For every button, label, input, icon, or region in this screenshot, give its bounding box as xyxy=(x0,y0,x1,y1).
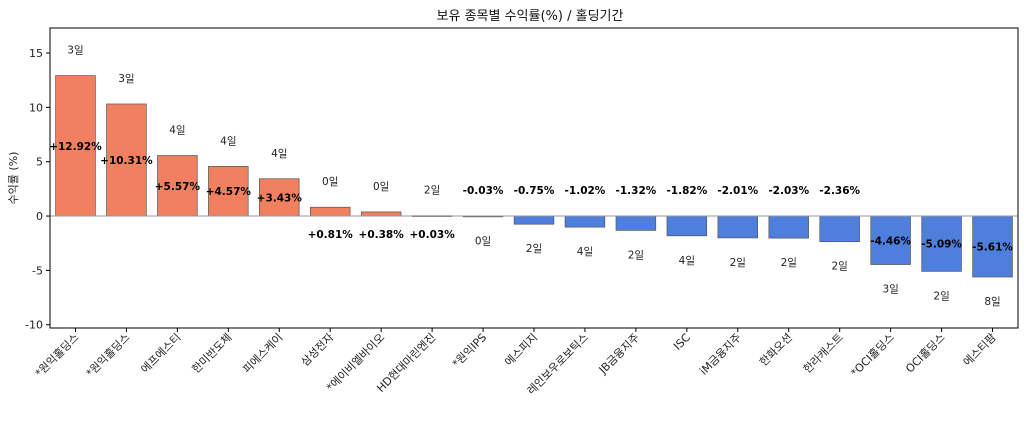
x-tick-label: 한화오션 xyxy=(757,331,795,369)
x-tick-label: ISC xyxy=(671,331,693,353)
bar xyxy=(157,155,198,217)
x-tick-label: JB금융지주 xyxy=(596,331,642,377)
holding-days-label: 2일 xyxy=(730,256,746,269)
bar xyxy=(564,215,606,228)
value-label: -2.01% xyxy=(717,185,758,197)
x-tick-label: *원익IPS xyxy=(450,331,489,370)
bar xyxy=(513,215,555,225)
x-tick-label: 피에스케이 xyxy=(240,331,285,376)
holding-days-label: 4일 xyxy=(220,134,236,147)
holding-days-label: 4일 xyxy=(679,254,695,267)
value-label: +0.81% xyxy=(308,229,354,241)
bar xyxy=(768,215,809,239)
value-label: -1.82% xyxy=(666,185,707,197)
holding-days-label: 4일 xyxy=(169,124,185,137)
x-tick-label: OCI홀딩스 xyxy=(903,331,948,376)
y-tick-label: 0 xyxy=(36,210,43,223)
y-axis-label: 수익률 (%) xyxy=(7,152,20,205)
value-label: +4.57% xyxy=(206,186,252,198)
x-tick-label: *OCI홀딩스 xyxy=(848,331,896,379)
x-tick-label: 한미반도체 xyxy=(189,331,234,376)
value-label: -0.75% xyxy=(514,185,555,197)
value-label: -5.09% xyxy=(921,239,962,251)
labels-layer: +12.92% 3일 +10.31% 3일 +5.57% 4일 +4.57% 4일 +3.43%… xyxy=(49,44,1013,308)
x-tick-label: 삼성전자 xyxy=(299,331,337,369)
bar xyxy=(666,215,708,237)
bar xyxy=(360,211,402,217)
holding-days-label: 2일 xyxy=(424,184,440,197)
holding-days-label: 2일 xyxy=(933,289,949,302)
value-label: -4.46% xyxy=(870,235,911,247)
value-label: -1.32% xyxy=(615,185,656,197)
holding-days-label: 3일 xyxy=(882,283,898,296)
x-tick-label: iM금융지주 xyxy=(697,331,744,378)
holding-days-label: 0일 xyxy=(373,180,389,193)
holding-days-label: 2일 xyxy=(781,256,797,269)
value-label: +3.43% xyxy=(257,192,303,204)
y-tick-label: 5 xyxy=(36,156,43,169)
value-label: -2.03% xyxy=(768,185,809,197)
bar xyxy=(106,103,147,217)
bar xyxy=(972,215,1013,278)
bar xyxy=(819,215,860,243)
value-label: -0.03% xyxy=(463,185,504,197)
holding-days-label: 4일 xyxy=(577,245,593,258)
value-label: +12.92% xyxy=(49,141,102,153)
y-tick-label: 15 xyxy=(29,47,43,60)
value-label: -5.61% xyxy=(972,242,1013,254)
bars-layer xyxy=(55,75,1013,278)
y-tick-label: -5 xyxy=(32,264,43,277)
value-label: +0.38% xyxy=(359,229,405,241)
x-tick-label: 에스티팜 xyxy=(961,331,999,369)
y-tick-label: 10 xyxy=(29,101,43,114)
x-tick-label: *원익홀딩스 xyxy=(84,331,133,380)
value-label: -2.36% xyxy=(819,185,860,197)
holding-days-label: 8일 xyxy=(984,295,1000,308)
bar xyxy=(870,215,911,265)
x-tick-label: 에스피지 xyxy=(502,331,540,369)
chart-title: 보유 종목별 수익률(%) / 홀딩기간 xyxy=(437,9,624,24)
holding-days-label: 2일 xyxy=(628,248,644,261)
bar xyxy=(309,206,351,217)
holding-days-label: 2일 xyxy=(832,260,848,273)
holding-days-label: 0일 xyxy=(475,234,491,247)
value-label: +5.57% xyxy=(155,181,201,193)
holding-days-label: 3일 xyxy=(118,72,134,85)
y-tick-label: -10 xyxy=(25,319,43,332)
bar xyxy=(55,75,96,217)
x-tick-label: *원익홀딩스 xyxy=(33,331,82,380)
bar xyxy=(208,166,249,217)
value-label: +10.31% xyxy=(100,155,153,167)
holding-days-label: 3일 xyxy=(67,44,83,57)
bar xyxy=(615,215,657,231)
holding-days-label: 2일 xyxy=(526,242,542,255)
x-tick-label: 한라캐스트 xyxy=(801,331,846,376)
holding-days-label: 4일 xyxy=(271,147,287,160)
bar xyxy=(717,215,759,239)
value-label: -1.02% xyxy=(565,185,606,197)
value-label: +0.03% xyxy=(409,229,455,241)
x-tick-label: 에프에스티 xyxy=(139,331,184,376)
holding-days-label: 0일 xyxy=(322,175,338,188)
